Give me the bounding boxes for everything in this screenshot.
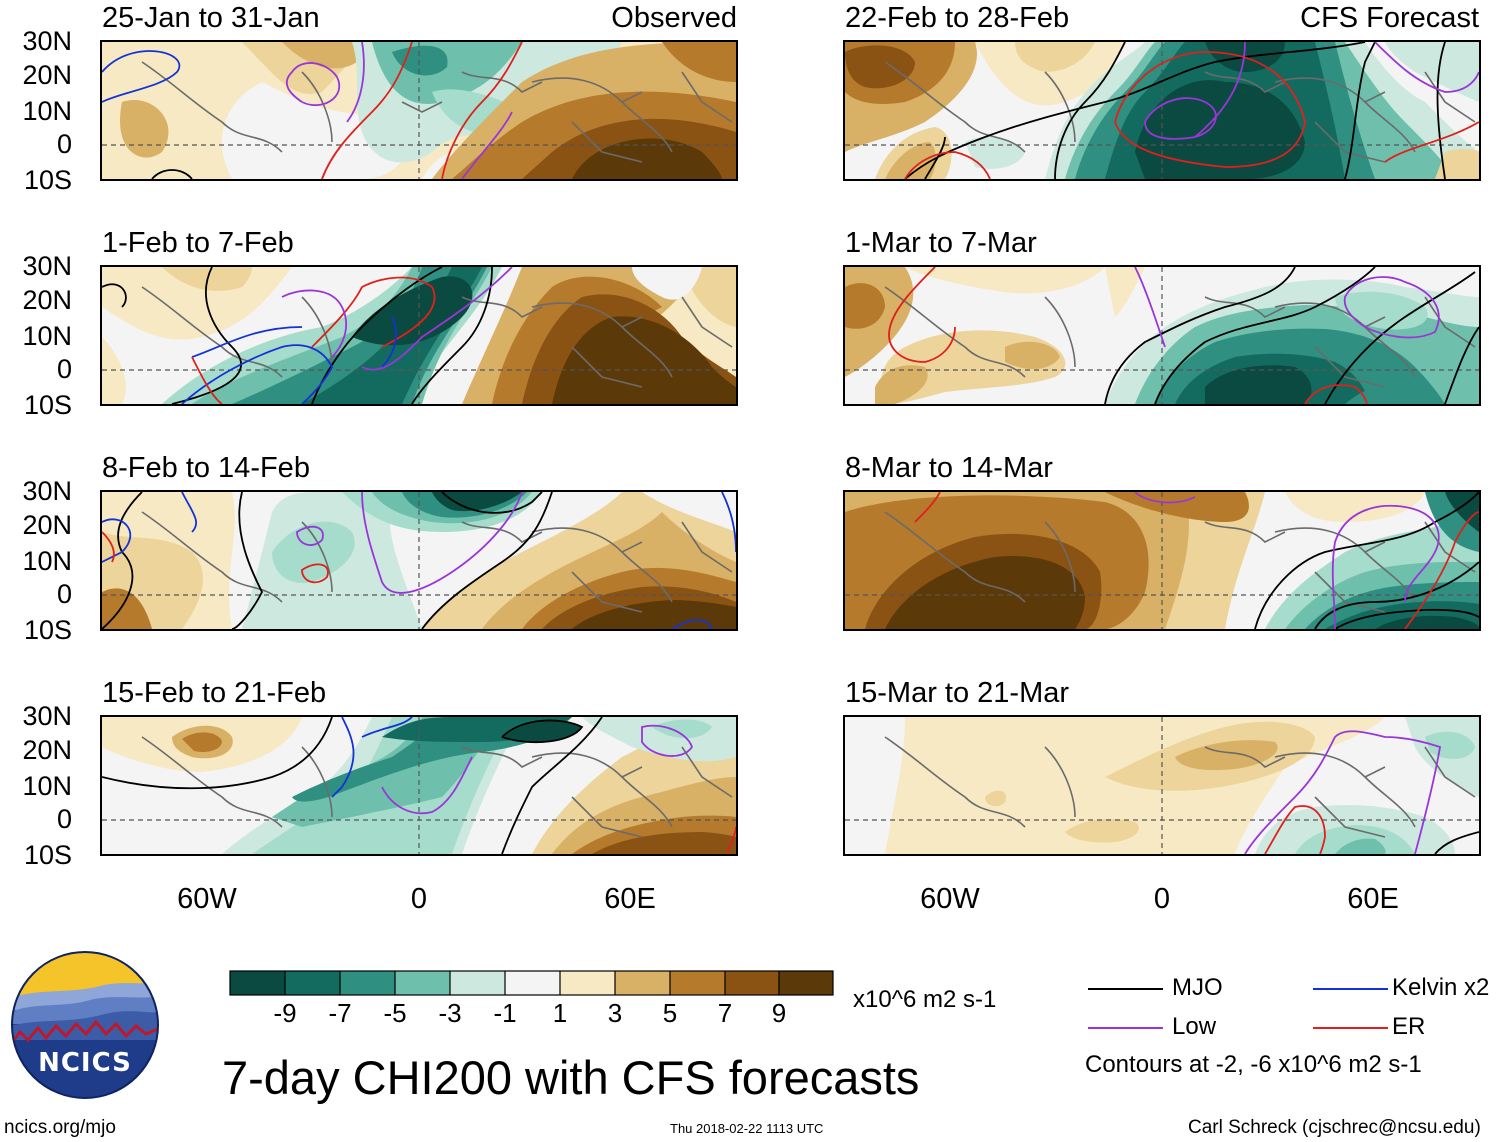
colorbar-label: -5 (383, 998, 407, 1028)
logo-text: NCICS (38, 1048, 132, 1078)
lat-label: 10N (22, 771, 72, 801)
cb-swatch (450, 971, 505, 995)
cb-swatch (560, 971, 615, 995)
lat-label: 30N (22, 701, 72, 731)
lat-label: 10S (23, 615, 72, 645)
colorbar-label: -3 (438, 998, 462, 1028)
cfs-forecast-label: CFS Forecast (1300, 2, 1479, 34)
map-panel-2 (100, 265, 738, 406)
legend-lines (1088, 988, 1388, 1029)
map-panel-5 (843, 40, 1481, 181)
lat-label: 10S (23, 390, 72, 420)
ncics-logo: NCICS (10, 950, 160, 1100)
lat-label: 10S (23, 840, 72, 870)
colorbar-label: 9 (771, 998, 787, 1028)
map-panel-3 (100, 490, 738, 631)
lon-label: 60W (920, 883, 980, 915)
lat-label: 10N (22, 96, 72, 126)
map-panel-7 (843, 490, 1481, 631)
cb-swatch (615, 971, 670, 995)
cb-swatch (505, 971, 560, 995)
cb-swatch (285, 971, 340, 995)
panel-1-title: 25-Jan to 31-Jan (102, 2, 320, 34)
map-panel-8 (843, 715, 1481, 856)
lat-label: 30N (22, 26, 72, 56)
cb-swatch (725, 971, 779, 995)
colorbar-label: -9 (273, 998, 297, 1028)
credit: Carl Schreck (cjschrec@ncsu.edu) (1188, 1117, 1481, 1138)
lat-label: 20N (22, 735, 72, 765)
colorbar-label: -1 (493, 998, 517, 1028)
map-panel-6 (843, 265, 1481, 406)
cb-swatch (230, 971, 285, 995)
timestamp: Thu 2018-02-22 1113 UTC (670, 1121, 824, 1136)
cb-swatch (395, 971, 450, 995)
legend-low-label: Low (1172, 1013, 1217, 1040)
map-panel-4 (100, 715, 738, 856)
colorbar-label: -7 (328, 998, 352, 1028)
lat-label: 30N (22, 476, 72, 506)
site-link[interactable]: ncics.org/mjo (4, 1117, 116, 1138)
observed-label: Observed (611, 2, 737, 34)
lat-label: 0 (56, 129, 72, 159)
lat-label: 0 (56, 579, 72, 609)
cb-swatch (340, 971, 395, 995)
panel-5-title: 22-Feb to 28-Feb (845, 2, 1070, 34)
colorbar-units: x10^6 m2 s-1 (853, 986, 997, 1013)
lat-label: 0 (56, 354, 72, 384)
figure-title: 7-day CHI200 with CFS forecasts (222, 1051, 920, 1104)
lat-label: 20N (22, 510, 72, 540)
lat-label: 30N (22, 251, 72, 281)
colorbar-label: 7 (717, 998, 733, 1028)
lon-label: 0 (1153, 883, 1171, 915)
colorbar-label: 3 (607, 998, 623, 1028)
panel-4-title: 15-Feb to 21-Feb (102, 677, 327, 709)
lat-label: 20N (22, 285, 72, 315)
lon-label: 60E (604, 883, 656, 915)
legend-er-label: ER (1392, 1013, 1426, 1040)
panel-3-title: 8-Feb to 14-Feb (102, 452, 310, 484)
lat-label: 10S (23, 165, 72, 195)
colorbar (229, 970, 834, 996)
lat-label: 10N (22, 546, 72, 576)
panel-2-title: 1-Feb to 7-Feb (102, 227, 294, 259)
colorbar-label: 5 (662, 998, 678, 1028)
lat-label: 10N (22, 321, 72, 351)
map-panel-1 (100, 40, 738, 181)
lon-label: 60W (177, 883, 237, 915)
panel-8-title: 15-Mar to 21-Mar (845, 677, 1070, 709)
lon-label: 0 (410, 883, 428, 915)
legend-mjo-label: MJO (1172, 974, 1223, 1001)
cb-swatch (779, 971, 833, 995)
colorbar-label: 1 (552, 998, 568, 1028)
panel-7-title: 8-Mar to 14-Mar (845, 452, 1053, 484)
panel-6-title: 1-Mar to 7-Mar (845, 227, 1037, 259)
lon-label: 60E (1347, 883, 1399, 915)
cb-swatch (670, 971, 725, 995)
legend-contours-note: Contours at -2, -6 x10^6 m2 s-1 (1085, 1051, 1422, 1078)
lat-label: 20N (22, 60, 72, 90)
legend-kelvin-label: Kelvin x2 (1392, 974, 1490, 1001)
lat-label: 0 (56, 804, 72, 834)
